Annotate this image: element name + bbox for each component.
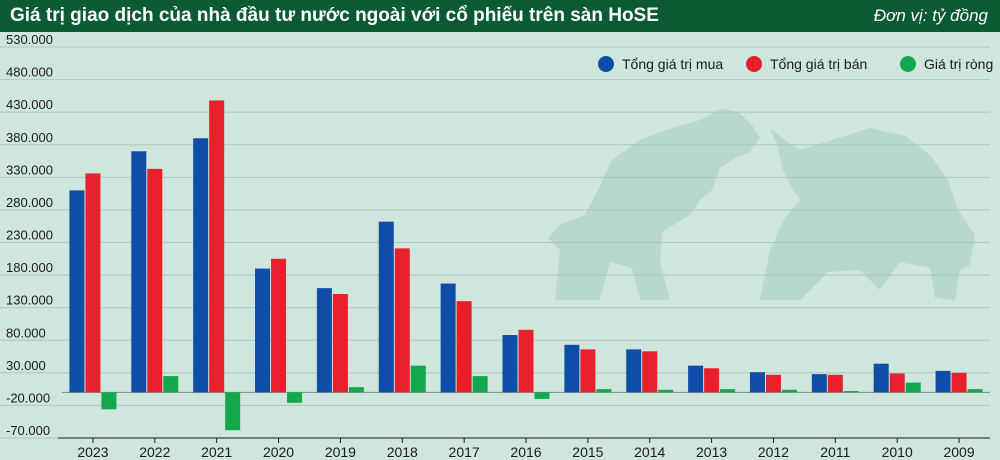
bull-silhouette (760, 128, 975, 300)
x-tick-label: 2023 (77, 444, 108, 460)
sell-bar (704, 368, 720, 393)
x-tick-label: 2020 (263, 444, 294, 460)
x-tick-label: 2009 (943, 444, 974, 460)
y-tick-label: 380.000 (6, 130, 53, 145)
y-tick-label: 130.000 (6, 293, 53, 308)
bars (69, 100, 983, 431)
sell-bar (642, 351, 658, 393)
y-tick-label: 530.000 (6, 32, 53, 47)
sell-bar (518, 329, 534, 393)
net-bar (534, 392, 550, 399)
gridlines (0, 46, 990, 439)
buy-bar (193, 138, 209, 393)
legend: Tổng giá trị mua Tổng giá trị bán Giá trị … (598, 56, 993, 72)
unit-label: Đơn vị: tỷ đồng (873, 6, 988, 25)
y-tick-label: 30.000 (6, 358, 46, 373)
x-tick-label: 2017 (449, 444, 480, 460)
net-bar (472, 376, 488, 393)
x-tick-label: 2012 (758, 444, 789, 460)
sell-bar (332, 293, 348, 393)
sell-bar (147, 168, 163, 393)
x-tick-label: 2016 (510, 444, 541, 460)
x-tick-label: 2015 (572, 444, 603, 460)
sell-bar (889, 373, 905, 393)
x-tick-label: 2018 (387, 444, 418, 460)
x-tick-label: 2013 (696, 444, 727, 460)
sell-bar (394, 248, 410, 393)
net-bar (348, 387, 364, 393)
sell-bar (827, 374, 843, 393)
buy-bar (749, 372, 765, 393)
net-bar (781, 389, 797, 393)
chart-header: Giá trị giao dịch của nhà đầu tư nước ng… (0, 0, 1000, 32)
x-tick-label: 2011 (820, 444, 850, 460)
net-bar (596, 389, 612, 393)
x-tick-label: 2022 (139, 444, 170, 460)
x-axis: 2023 2022 2021 2020 2019 2018 2017 2016 2015 2014… (58, 437, 990, 460)
legend-marker (598, 56, 614, 72)
sell-bar (456, 301, 472, 393)
net-bar (225, 392, 241, 431)
net-bar (720, 389, 736, 393)
y-tick-label: 80.000 (6, 325, 46, 340)
buy-bar (564, 344, 580, 393)
x-tick-label: 2014 (634, 444, 665, 460)
y-tick-label: 180.000 (6, 260, 53, 275)
buy-bar (69, 190, 85, 393)
net-bar (163, 376, 179, 393)
sell-bar (765, 374, 781, 393)
net-bar (967, 389, 983, 393)
legend-label: Giá trị ròng (924, 56, 993, 72)
net-bar (287, 392, 303, 403)
x-tick-label: 2021 (201, 444, 232, 460)
buy-bar (378, 221, 394, 393)
buy-bar (935, 370, 951, 393)
buy-bar (502, 335, 518, 393)
y-axis: 530.000 480.000 430.000 380.000 330.000 280.0… (6, 32, 53, 438)
sell-bar (580, 349, 596, 393)
legend-label: Tổng giá trị bán (770, 56, 867, 72)
legend-label: Tổng giá trị mua (622, 56, 723, 72)
net-bar (658, 389, 674, 393)
bear-bull-silhouette-icon (548, 108, 975, 300)
x-tick-label: 2010 (882, 444, 913, 460)
net-bar (410, 365, 426, 393)
sell-bar (209, 100, 225, 393)
buy-bar (255, 268, 271, 393)
buy-bar (131, 151, 147, 393)
buy-bar (873, 363, 889, 393)
buy-bar (688, 365, 704, 393)
sell-bar (85, 173, 101, 393)
y-tick-label: 280.000 (6, 195, 53, 210)
net-bar (905, 382, 921, 393)
bear-silhouette (548, 108, 760, 300)
legend-marker (746, 56, 762, 72)
y-tick-label: 480.000 (6, 65, 53, 80)
chart-title: Giá trị giao dịch của nhà đầu tư nước ng… (10, 5, 659, 26)
buy-bar (440, 283, 456, 393)
x-tick-label: 2019 (325, 444, 356, 460)
y-tick-label: 330.000 (6, 162, 53, 177)
net-bar (843, 391, 859, 393)
buy-bar (316, 288, 332, 393)
sell-bar (271, 258, 287, 393)
sell-bar (951, 372, 967, 393)
legend-marker (900, 56, 916, 72)
buy-bar (626, 349, 642, 393)
y-tick-label: 230.000 (6, 228, 53, 243)
y-tick-label: 430.000 (6, 97, 53, 112)
y-tick-label: -70.000 (6, 423, 50, 438)
net-bar (101, 392, 117, 410)
buy-bar (811, 374, 827, 393)
y-tick-label: -20.000 (6, 390, 50, 405)
